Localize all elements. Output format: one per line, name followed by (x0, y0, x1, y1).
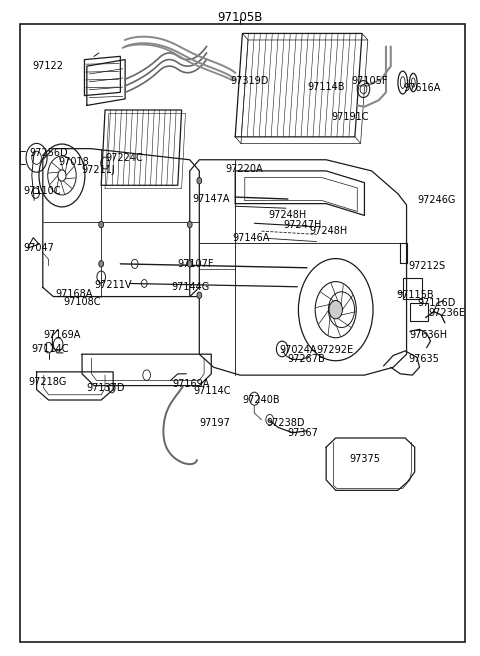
Text: 97047: 97047 (23, 243, 54, 253)
Text: 97375: 97375 (349, 454, 380, 464)
Text: 97248H: 97248H (310, 226, 348, 236)
Circle shape (329, 300, 342, 319)
Text: 97220A: 97220A (226, 164, 263, 174)
Text: 97246G: 97246G (417, 195, 456, 205)
Text: 97211V: 97211V (95, 280, 132, 290)
Text: 97024A: 97024A (279, 344, 317, 355)
Text: 97169A: 97169A (44, 329, 81, 340)
Text: 97169A: 97169A (172, 379, 209, 388)
Text: 97110C: 97110C (24, 186, 61, 195)
Text: 97122: 97122 (32, 61, 63, 71)
Text: 97114C: 97114C (193, 386, 230, 396)
Bar (403, 277, 422, 298)
Text: 97018: 97018 (58, 157, 89, 167)
Circle shape (99, 221, 104, 228)
Text: 97144G: 97144G (171, 282, 209, 292)
Circle shape (187, 221, 192, 228)
Text: 97240B: 97240B (242, 395, 280, 405)
Text: 97107F: 97107F (178, 259, 214, 269)
Text: 97137D: 97137D (86, 383, 124, 393)
Text: 97267B: 97267B (288, 354, 325, 364)
Circle shape (197, 177, 202, 184)
Text: 97247H: 97247H (283, 220, 322, 230)
Text: 97224C: 97224C (105, 153, 143, 163)
Bar (410, 303, 428, 321)
Text: 97319D: 97319D (230, 75, 269, 85)
Text: 97105F: 97105F (351, 75, 387, 85)
Text: 97114B: 97114B (307, 82, 345, 92)
Text: 97635: 97635 (408, 354, 439, 365)
Text: 97108C: 97108C (63, 297, 100, 308)
Text: 97211J: 97211J (81, 165, 115, 174)
Text: 97367: 97367 (287, 428, 318, 438)
Text: 97292E: 97292E (317, 344, 354, 355)
Text: 97105B: 97105B (217, 11, 263, 24)
Text: 97146A: 97146A (233, 233, 270, 243)
Circle shape (197, 292, 202, 298)
Text: 97616A: 97616A (404, 83, 441, 93)
Text: 97168A: 97168A (56, 289, 93, 299)
Text: 97248H: 97248H (269, 211, 307, 220)
Text: 97636H: 97636H (409, 329, 447, 340)
Text: 97147A: 97147A (192, 194, 229, 204)
Text: 97236E: 97236E (429, 308, 466, 318)
Text: 97115B: 97115B (396, 289, 433, 300)
Circle shape (99, 260, 104, 267)
Text: 97114C: 97114C (32, 344, 69, 354)
Circle shape (187, 260, 192, 267)
Text: 97256D: 97256D (29, 148, 68, 157)
Text: 97212S: 97212S (408, 262, 445, 272)
Text: 97116D: 97116D (417, 298, 456, 308)
Text: 97197: 97197 (199, 418, 230, 428)
Text: 97218G: 97218G (28, 377, 67, 386)
Text: 97191C: 97191C (331, 112, 369, 122)
Text: 97238D: 97238D (266, 418, 305, 428)
